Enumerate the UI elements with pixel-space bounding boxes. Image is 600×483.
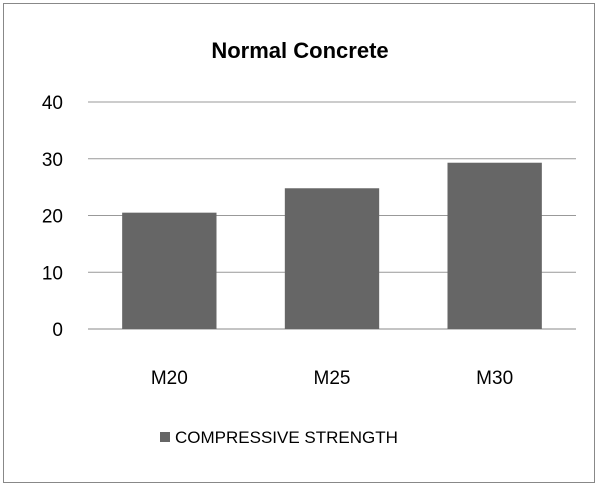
legend-swatch <box>160 432 170 442</box>
y-tick-label: 30 <box>42 150 63 171</box>
chart-title: Normal Concrete <box>211 38 388 63</box>
bar-m20 <box>122 212 217 329</box>
bar-m30 <box>447 162 542 329</box>
y-tick-label: 40 <box>42 93 63 114</box>
x-tick-label: M20 <box>151 368 188 389</box>
y-tick-label: 0 <box>52 320 63 341</box>
bar-m25 <box>284 188 380 329</box>
x-tick-label: M25 <box>314 368 351 389</box>
bars <box>122 162 542 329</box>
legend-label: COMPRESSIVE STRENGTH <box>175 428 398 447</box>
y-axis-ticks: 0 10 20 30 40 <box>42 93 63 341</box>
y-tick-label: 10 <box>42 263 63 284</box>
x-axis-ticks: M20 M25 M30 <box>151 368 513 389</box>
legend: COMPRESSIVE STRENGTH <box>160 428 398 447</box>
y-tick-label: 20 <box>42 207 63 228</box>
x-tick-label: M30 <box>476 368 513 389</box>
